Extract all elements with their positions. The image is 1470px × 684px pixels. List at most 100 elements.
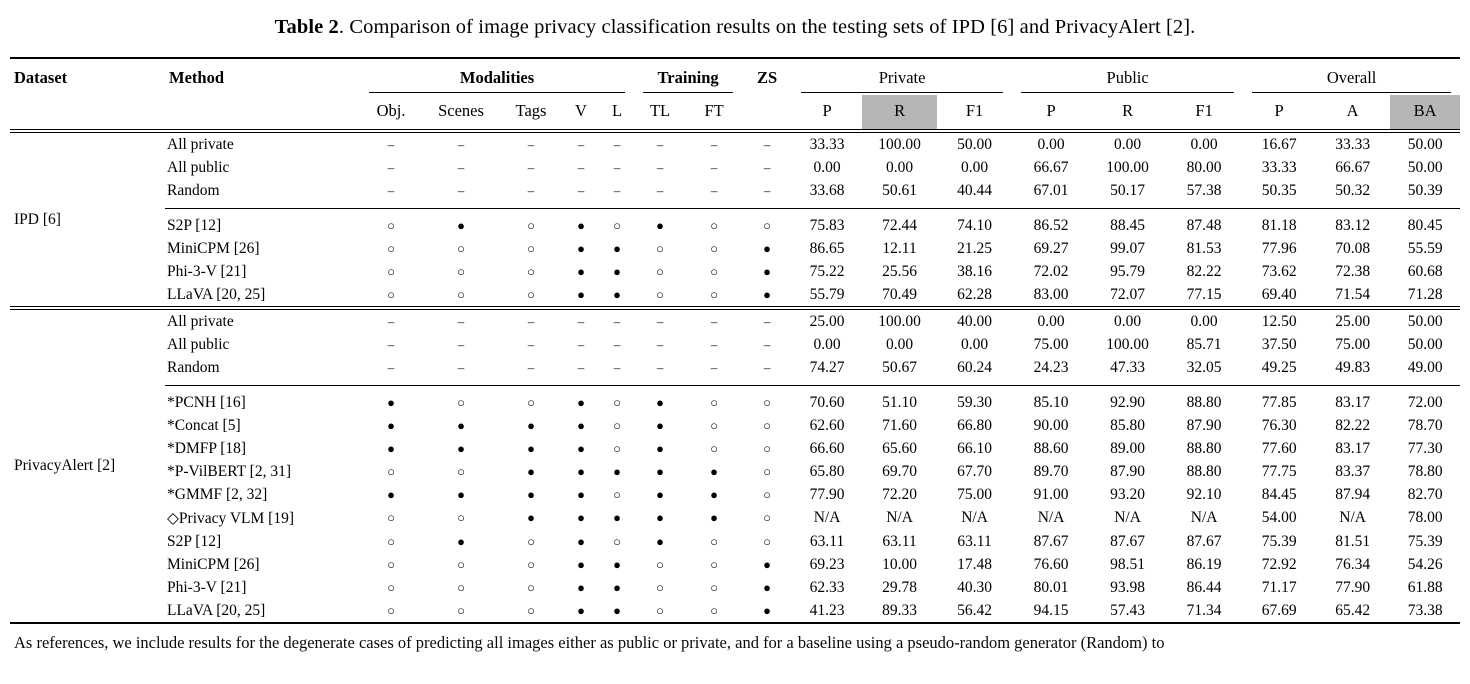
metric-value: 75.00 (1033, 335, 1069, 353)
metric-value: 40.30 (957, 578, 993, 596)
filled-circle-icon: ● (710, 510, 718, 525)
dataset-label: IPD [6] (14, 210, 61, 228)
group-label-overall: Overall (1252, 68, 1452, 93)
filled-circle-icon: ● (527, 486, 535, 502)
dash-mark: – (710, 159, 718, 175)
open-circle-icon: ○ (527, 533, 535, 549)
dash-mark: – (360, 306, 422, 333)
dash-mark: – (613, 336, 621, 352)
filled-circle-icon: ● (613, 263, 621, 279)
metric-value: 57.38 (1186, 181, 1222, 199)
filled-circle-icon: ● (710, 486, 718, 502)
open-circle-icon: ○ (742, 384, 793, 414)
metric-value: 0.00 (1114, 135, 1142, 153)
filled-circle-icon: ● (422, 207, 500, 237)
open-circle-icon: ○ (656, 240, 664, 256)
metric-value: 82.22 (1186, 262, 1222, 280)
table-row: Phi-3-V [21] ○ ○ ○ ● ● ○ ○ ● 62.33 29.78 40.30 80.01… (10, 576, 1460, 599)
open-circle-icon: ○ (710, 556, 718, 572)
dash-mark: – (710, 136, 718, 152)
method-name: All public (167, 158, 230, 176)
method-name: Phi-3-V [21] (167, 578, 247, 596)
metric-value: 59.30 (937, 384, 1013, 414)
dash-mark: – (422, 306, 500, 333)
metric-value: 78.00 (1407, 509, 1443, 526)
filled-circle-icon: ● (763, 286, 771, 302)
metric-value: 71.17 (1261, 578, 1297, 596)
method-name: MiniCPM [26] (167, 239, 260, 257)
metric-value: 62.60 (809, 416, 845, 434)
dash-mark: – (527, 182, 535, 198)
group-header-row: Dataset Method Modalities Training ZS Private… (10, 58, 1460, 133)
table-caption-label: Table 2 (274, 16, 339, 38)
dash-mark: – (457, 359, 465, 375)
filled-circle-icon: ● (710, 463, 718, 479)
filled-circle-icon: ● (763, 240, 771, 256)
metric-value: 65.42 (1335, 601, 1371, 619)
filled-circle-icon: ● (527, 463, 535, 479)
metric-value: 72.20 (882, 485, 918, 503)
open-circle-icon: ○ (710, 579, 718, 595)
metric-value: 66.10 (957, 439, 993, 457)
metric-value: 87.67 (1186, 532, 1222, 550)
table-row: *P-VilBERT [2, 31] ○ ○ ● ● ● ● ● ○ 65.80 69.70 67.7… (10, 460, 1460, 483)
metric-value: 50.32 (1335, 181, 1371, 199)
dash-mark: – (763, 136, 771, 152)
open-circle-icon: ○ (500, 384, 562, 414)
col-header-overall-p: P (1243, 95, 1316, 133)
filled-circle-icon: ● (387, 417, 395, 433)
metric-value: 88.60 (1033, 439, 1069, 457)
metric-value: 90.00 (1033, 416, 1069, 434)
open-circle-icon: ○ (457, 240, 465, 256)
metric-value: 95.79 (1110, 262, 1146, 280)
group-label-public: Public (1021, 68, 1235, 93)
dash-mark: – (577, 336, 585, 352)
metric-value: 87.48 (1165, 207, 1244, 237)
dash-mark: – (527, 136, 535, 152)
metric-value: 33.68 (809, 181, 845, 199)
metric-value: 50.61 (882, 181, 918, 199)
metric-value: 93.20 (1110, 485, 1146, 503)
table-caption: Table 2. Comparison of image privacy cla… (10, 16, 1460, 39)
metric-value: 50.17 (1110, 181, 1146, 199)
col-header-training-tl: TL (634, 95, 687, 133)
metric-value: 75.39 (1261, 532, 1297, 550)
metric-value: 72.44 (862, 207, 938, 237)
group-header-training: Training (634, 58, 742, 95)
metric-value: N/A (1037, 509, 1065, 526)
filled-circle-icon: ● (577, 417, 585, 433)
dash-mark: – (527, 359, 535, 375)
dash-mark: – (763, 182, 771, 198)
dash-mark: – (656, 159, 664, 175)
open-circle-icon: ○ (742, 207, 793, 237)
metric-value: 61.88 (1407, 578, 1443, 596)
dash-mark: – (710, 336, 718, 352)
table-row: *DMFP [18] ● ● ● ● ○ ● ○ ○ 66.60 65.60 66.10 88.60 89… (10, 437, 1460, 460)
open-circle-icon: ○ (387, 533, 395, 549)
metric-value: 70.60 (792, 384, 863, 414)
dash-mark: – (656, 359, 664, 375)
dash-mark: – (600, 306, 635, 333)
dash-mark: – (457, 336, 465, 352)
metric-value: 37.50 (1261, 335, 1297, 353)
metric-value: 81.51 (1335, 532, 1371, 550)
col-header-overall-a: A (1315, 95, 1391, 133)
metric-value: 76.34 (1335, 555, 1371, 573)
open-circle-icon: ○ (457, 579, 465, 595)
filled-circle-icon: ● (562, 384, 600, 414)
filled-circle-icon: ● (562, 207, 600, 237)
open-circle-icon: ○ (457, 263, 465, 279)
open-circle-icon: ○ (387, 463, 395, 479)
metric-value: 88.80 (1165, 384, 1244, 414)
filled-circle-icon: ● (763, 263, 771, 279)
metric-value: 65.60 (882, 439, 918, 457)
metric-value: 50.00 (1407, 135, 1443, 153)
open-circle-icon: ○ (422, 384, 500, 414)
dash-mark: – (613, 182, 621, 198)
filled-circle-icon: ● (527, 417, 535, 433)
col-header-training-ft: FT (686, 95, 743, 133)
open-circle-icon: ○ (710, 533, 718, 549)
filled-circle-icon: ● (613, 240, 621, 256)
filled-circle-icon: ● (577, 556, 585, 572)
metric-value: 94.15 (1033, 601, 1069, 619)
